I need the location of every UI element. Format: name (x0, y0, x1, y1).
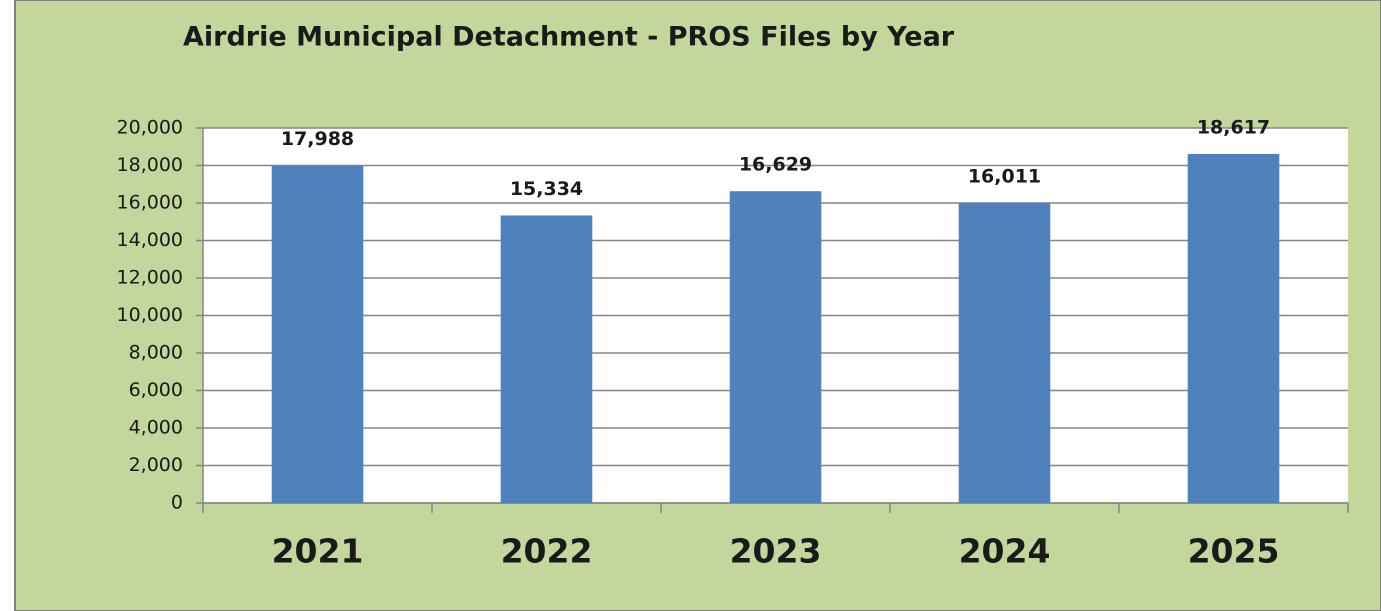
bar (1187, 153, 1280, 503)
y-tick-label: 2,000 (129, 454, 183, 476)
data-label: 15,334 (510, 178, 583, 200)
y-tick-label: 4,000 (129, 417, 183, 439)
y-tick-label: 0 (171, 492, 183, 514)
y-tick-label: 6,000 (129, 379, 183, 401)
data-label: 16,011 (968, 165, 1041, 187)
y-tick-label: 18,000 (117, 154, 183, 176)
data-label: 16,629 (739, 154, 812, 176)
x-tick-label: 2025 (1188, 532, 1280, 571)
data-label: 17,988 (281, 128, 354, 150)
x-tick-label: 2023 (730, 532, 822, 571)
data-label: 18,617 (1197, 116, 1270, 138)
x-tick-label: 2021 (272, 532, 364, 571)
x-tick-label: 2022 (501, 532, 593, 571)
x-tick-label: 2024 (959, 532, 1051, 571)
bar (958, 202, 1051, 503)
y-tick-label: 16,000 (117, 192, 183, 214)
bar (500, 215, 593, 504)
bar (729, 191, 822, 504)
y-tick-label: 14,000 (117, 229, 183, 251)
y-tick-label: 20,000 (117, 117, 183, 139)
y-tick-label: 8,000 (129, 342, 183, 364)
bar (271, 165, 364, 503)
y-tick-label: 10,000 (117, 304, 183, 326)
chart-title: Airdrie Municipal Detachment - PROS File… (183, 22, 955, 53)
y-tick-label: 12,000 (117, 267, 183, 289)
